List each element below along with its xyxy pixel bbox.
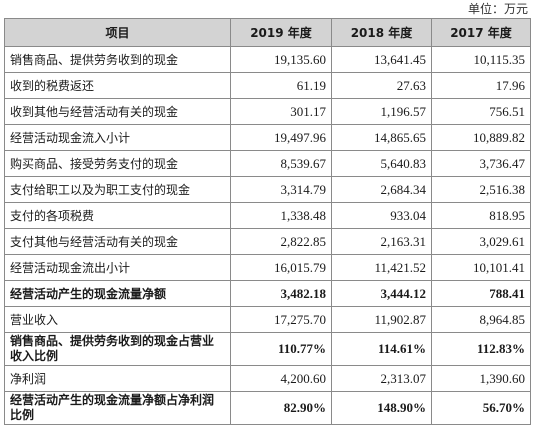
table-row: 销售商品、提供劳务收到的现金 19,135.60 13,641.45 10,115.3…	[4, 46, 531, 73]
cell-2018: 148.90%	[331, 391, 432, 425]
row-label: 净利润	[4, 365, 231, 392]
cell-2017: 10,115.35	[431, 46, 531, 73]
cell-2019: 8,539.67	[230, 150, 332, 177]
cell-2019: 110.77%	[230, 332, 332, 366]
table-row: 收到的税费返还 61.19 27.63 17.96	[4, 72, 531, 99]
cell-2019: 301.17	[230, 98, 332, 125]
table-row: 经营活动产生的现金流量净额占净利润比例 82.90% 148.90% 56.70%	[4, 391, 531, 425]
cell-2018: 14,865.65	[331, 124, 432, 151]
table-row: 支付给职工以及为职工支付的现金 3,314.79 2,684.34 2,516.38	[4, 176, 531, 203]
cell-2018: 11,902.87	[331, 306, 432, 333]
cell-2019: 2,822.85	[230, 228, 332, 255]
cell-2017: 3,029.61	[431, 228, 531, 255]
table-row: 营业收入 17,275.70 11,902.87 8,964.85	[4, 306, 531, 333]
table-row: 经营活动现金流出小计 16,015.79 11,421.52 10,101.41	[4, 254, 531, 281]
cell-2018: 2,313.07	[331, 365, 432, 392]
cell-2018: 933.04	[331, 202, 432, 229]
cell-2018: 27.63	[331, 72, 432, 99]
table-row: 支付其他与经营活动有关的现金 2,822.85 2,163.31 3,029.61	[4, 228, 531, 255]
header-item: 项目	[4, 18, 231, 47]
cash-flow-table: 项目 2019 年度 2018 年度 2017 年度 销售商品、提供劳务收到的现…	[4, 18, 531, 425]
cell-2017: 8,964.85	[431, 306, 531, 333]
cell-2019: 4,200.60	[230, 365, 332, 392]
table-row: 收到其他与经营活动有关的现金 301.17 1,196.57 756.51	[4, 98, 531, 125]
row-label: 销售商品、提供劳务收到的现金占营业收入比例	[4, 332, 231, 366]
row-label: 经营活动产生的现金流量净额占净利润比例	[4, 391, 231, 425]
row-label: 支付给职工以及为职工支付的现金	[4, 176, 231, 203]
cell-2017: 3,736.47	[431, 150, 531, 177]
row-label: 收到其他与经营活动有关的现金	[4, 98, 231, 125]
cell-2019: 16,015.79	[230, 254, 332, 281]
cell-2017: 2,516.38	[431, 176, 531, 203]
cell-2019: 19,135.60	[230, 46, 332, 73]
cell-2017: 112.83%	[431, 332, 531, 366]
row-label: 经营活动现金流出小计	[4, 254, 231, 281]
row-label: 销售商品、提供劳务收到的现金	[4, 46, 231, 73]
cell-2018: 1,196.57	[331, 98, 432, 125]
cell-2019: 82.90%	[230, 391, 332, 425]
cell-2017: 17.96	[431, 72, 531, 99]
cell-2018: 114.61%	[331, 332, 432, 366]
cell-2019: 3,482.18	[230, 280, 332, 307]
cell-2019: 1,338.48	[230, 202, 332, 229]
cell-2017: 756.51	[431, 98, 531, 125]
row-label: 营业收入	[4, 306, 231, 333]
row-label: 支付其他与经营活动有关的现金	[4, 228, 231, 255]
table-row: 销售商品、提供劳务收到的现金占营业收入比例 110.77% 114.61% 112.8…	[4, 332, 531, 366]
table-body: 销售商品、提供劳务收到的现金 19,135.60 13,641.45 10,115.3…	[4, 46, 531, 425]
row-label: 收到的税费返还	[4, 72, 231, 99]
cell-2017: 788.41	[431, 280, 531, 307]
header-2017: 2017 年度	[431, 18, 531, 47]
cell-2018: 13,641.45	[331, 46, 432, 73]
cell-2018: 11,421.52	[331, 254, 432, 281]
cell-2017: 10,889.82	[431, 124, 531, 151]
table-row: 经营活动产生的现金流量净额 3,482.18 3,444.12 788.41	[4, 280, 531, 307]
table-row: 支付的各项税费 1,338.48 933.04 818.95	[4, 202, 531, 229]
cell-2017: 818.95	[431, 202, 531, 229]
cell-2019: 17,275.70	[230, 306, 332, 333]
cell-2017: 1,390.60	[431, 365, 531, 392]
header-2019: 2019 年度	[230, 18, 332, 47]
table-row: 净利润 4,200.60 2,313.07 1,390.60	[4, 365, 531, 392]
cell-2017: 56.70%	[431, 391, 531, 425]
row-label: 经营活动现金流入小计	[4, 124, 231, 151]
cell-2018: 2,163.31	[331, 228, 432, 255]
unit-label: 单位：万元	[467, 2, 528, 16]
cell-2019: 3,314.79	[230, 176, 332, 203]
table-row: 购买商品、接受劳务支付的现金 8,539.67 5,640.83 3,736.47	[4, 150, 531, 177]
cell-2017: 10,101.41	[431, 254, 531, 281]
header-2018: 2018 年度	[331, 18, 432, 47]
row-label: 购买商品、接受劳务支付的现金	[4, 150, 231, 177]
row-label: 经营活动产生的现金流量净额	[4, 280, 231, 307]
cell-2019: 19,497.96	[230, 124, 332, 151]
cell-2018: 2,684.34	[331, 176, 432, 203]
cell-2018: 3,444.12	[331, 280, 432, 307]
row-label: 支付的各项税费	[4, 202, 231, 229]
table-row: 经营活动现金流入小计 19,497.96 14,865.65 10,889.82	[4, 124, 531, 151]
cell-2018: 5,640.83	[331, 150, 432, 177]
cell-2019: 61.19	[230, 72, 332, 99]
header-row: 项目 2019 年度 2018 年度 2017 年度	[4, 18, 531, 47]
